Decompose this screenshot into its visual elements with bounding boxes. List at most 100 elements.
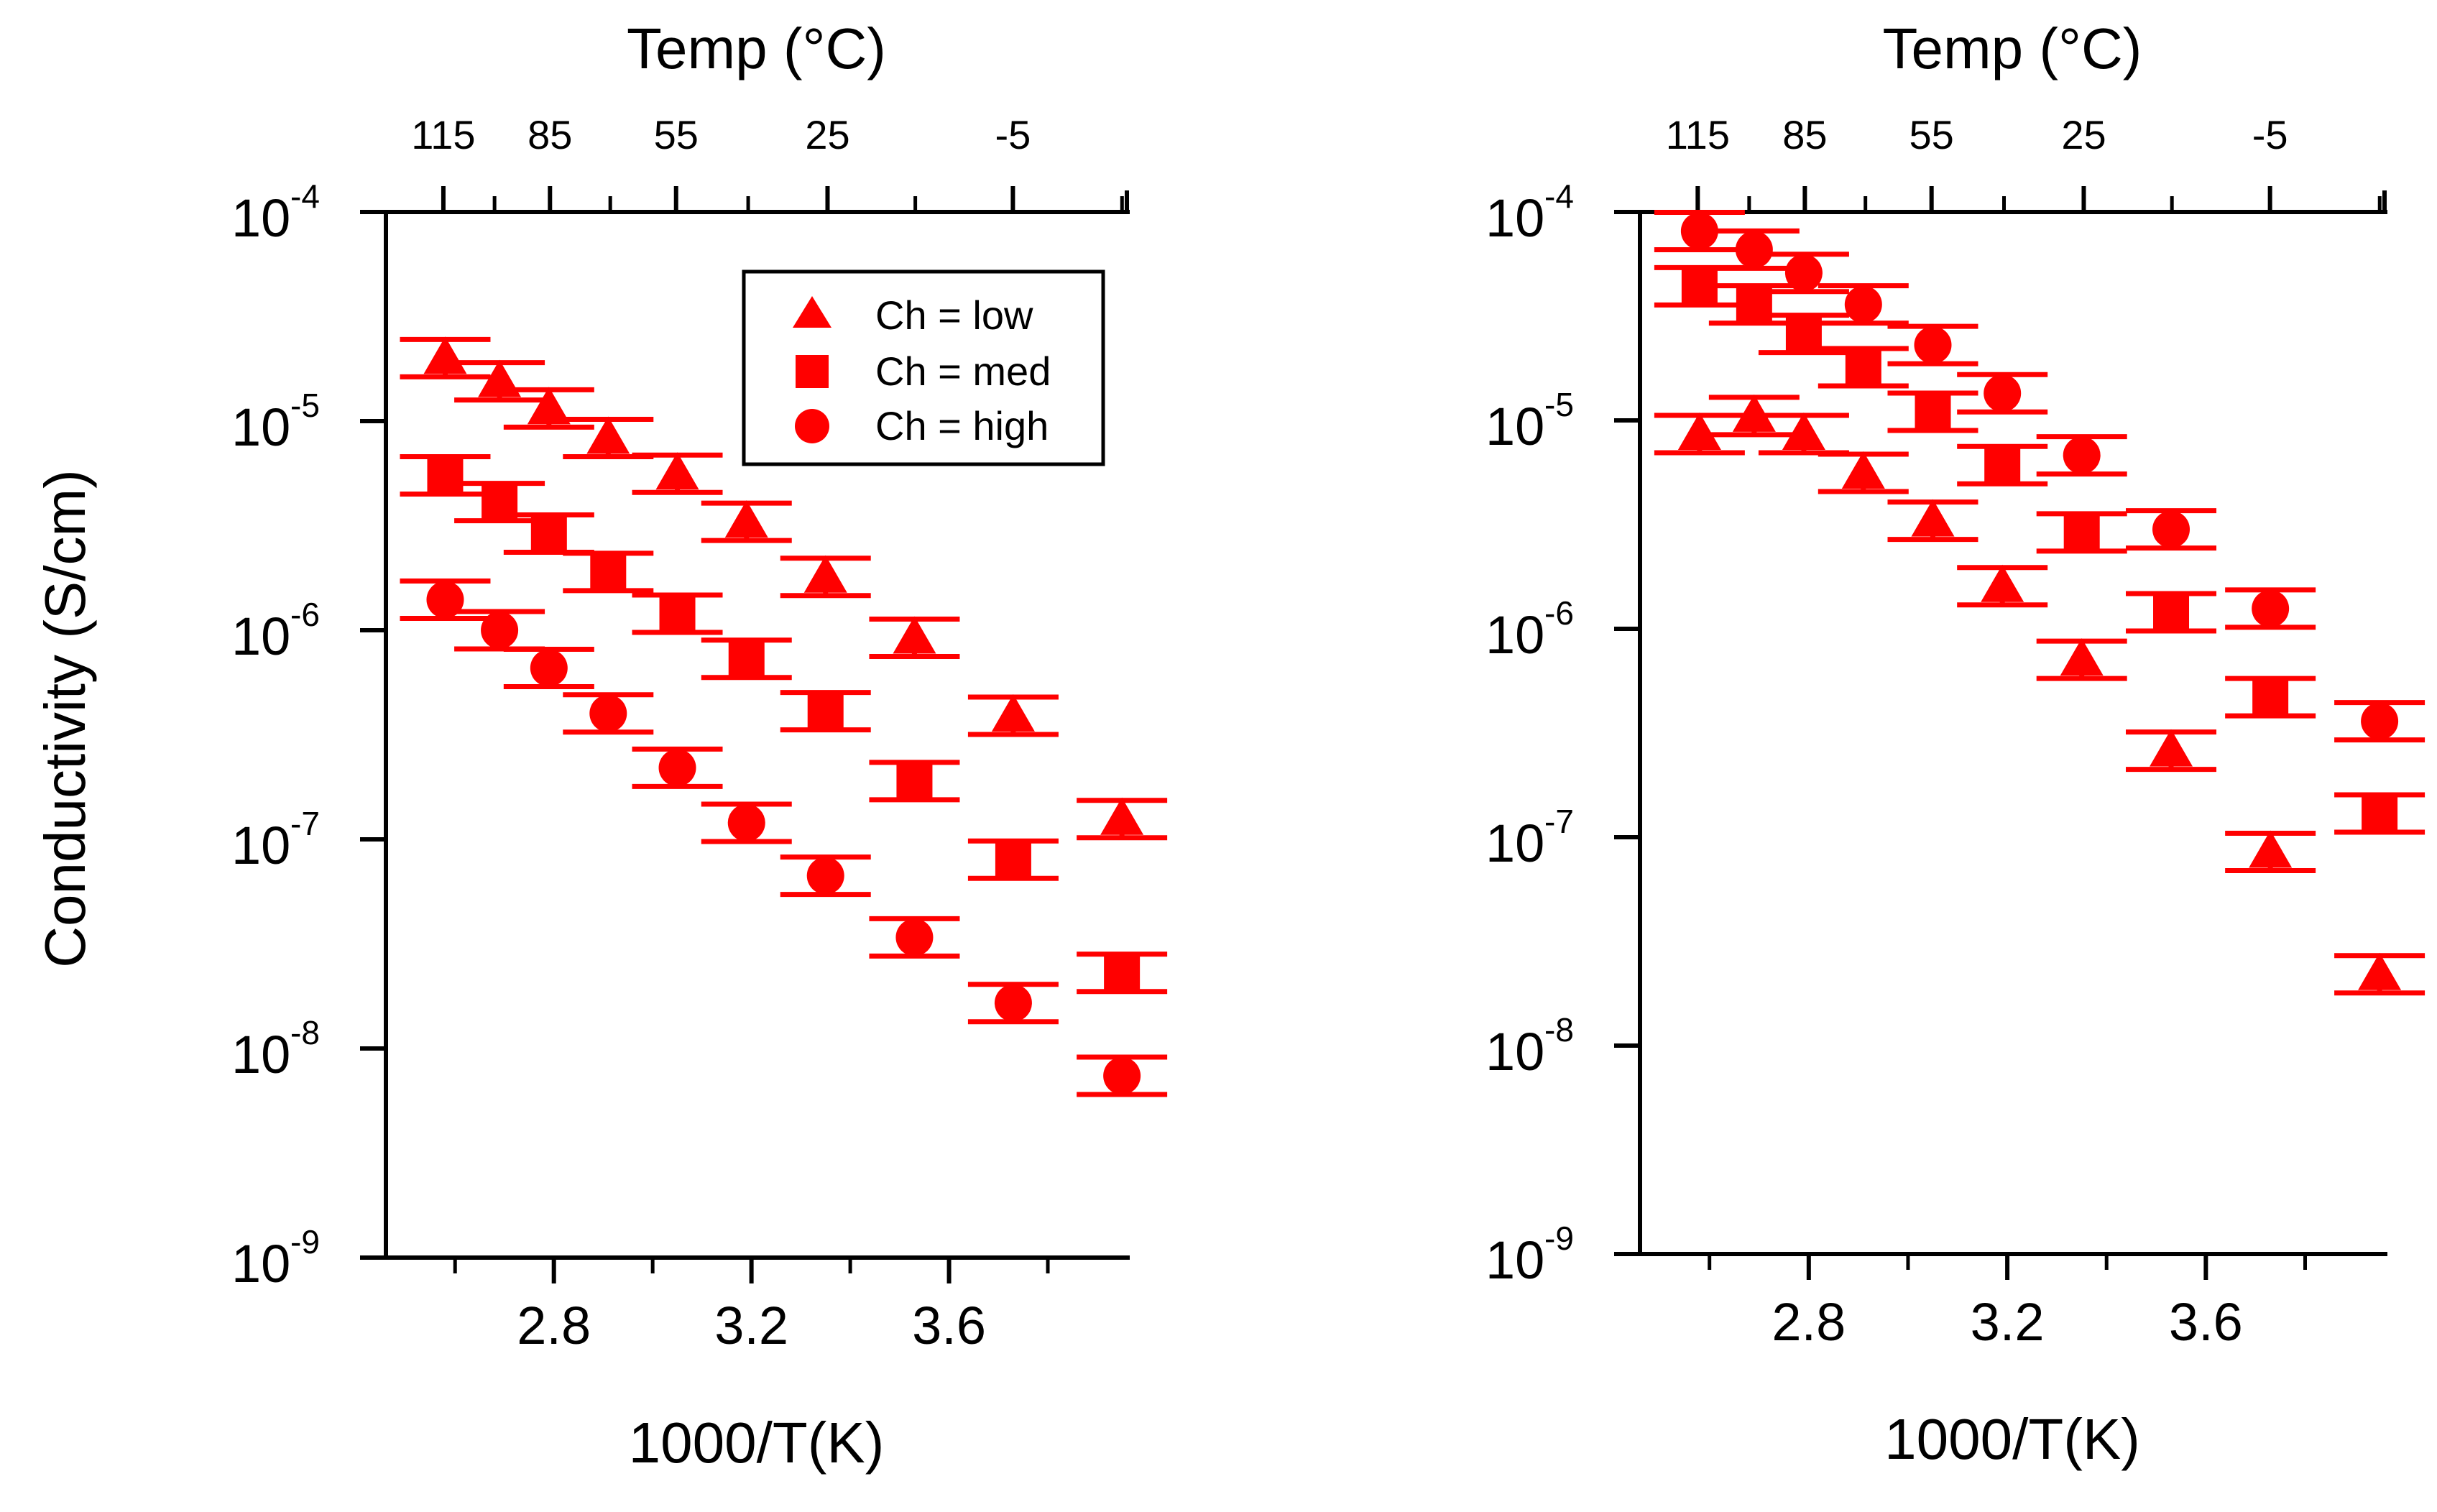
data-point-square	[2252, 679, 2289, 716]
y-tick-label: 10	[1485, 188, 1544, 248]
y-tick-label: 10	[1485, 1230, 1544, 1290]
data-point-circle	[1735, 231, 1773, 269]
y-tick-exponent: -6	[1544, 594, 1574, 632]
y-tick-exponent: -6	[290, 596, 320, 633]
data-point-triangle	[1841, 451, 1885, 489]
top-axis-title: Temp (°C)	[627, 17, 886, 80]
data-point-circle	[727, 803, 765, 842]
y-tick-label: 10	[1485, 813, 1544, 873]
data-point-circle	[1844, 285, 1882, 323]
data-point-circle	[1680, 212, 1718, 250]
data-point-triangle	[2358, 952, 2402, 990]
legend-square-marker	[796, 355, 829, 388]
data-point-triangle	[893, 616, 936, 654]
data-point-circle	[530, 649, 568, 687]
y-tick-label: 10	[231, 607, 290, 666]
y-tick-exponent: -8	[1544, 1011, 1574, 1048]
data-point-circle	[2361, 702, 2399, 740]
data-point-square	[896, 762, 933, 799]
data-point-triangle	[2150, 729, 2193, 767]
data-point-square	[1984, 447, 2021, 484]
x-axis-title: 1000/T(K)	[629, 1411, 885, 1475]
x-tick-label: 3.6	[912, 1296, 986, 1355]
legend-circle-marker	[795, 409, 829, 443]
data-point-circle	[994, 984, 1032, 1022]
data-point-triangle	[1677, 412, 1721, 450]
top-tick-label: 85	[528, 112, 572, 157]
top-tick-label: 85	[1782, 112, 1827, 157]
legend-entry-high: Ch = high	[795, 403, 1049, 448]
data-point-triangle	[1782, 412, 1825, 450]
data-point-triangle	[655, 452, 699, 490]
top-tick-label: 115	[411, 112, 475, 157]
y-tick-exponent: -7	[1544, 803, 1574, 840]
data-point-triangle	[1981, 564, 2024, 602]
data-point-triangle	[2249, 830, 2293, 868]
data-point-triangle	[1100, 797, 1144, 835]
data-point-square	[2362, 795, 2398, 831]
legend-triangle-marker	[793, 296, 831, 328]
x-tick-label: 3.2	[714, 1296, 788, 1355]
legend-label-high: Ch = high	[875, 403, 1049, 448]
x-tick-label: 3.6	[2169, 1292, 2243, 1352]
x-tick-label: 2.8	[1772, 1292, 1846, 1352]
data-point-square	[807, 693, 844, 729]
data-point-circle	[806, 857, 844, 895]
data-point-circle	[589, 694, 627, 732]
y-tick-exponent: -4	[1544, 178, 1574, 215]
top-tick-label: 25	[805, 112, 849, 157]
y-tick-label: 10	[231, 1025, 290, 1084]
y-tick-label: 10	[231, 1234, 290, 1294]
data-point-triangle	[991, 694, 1035, 732]
data-point-square	[1785, 315, 1822, 352]
top-tick-label: 55	[654, 112, 699, 157]
data-point-triangle	[2060, 638, 2104, 676]
data-point-square	[659, 595, 696, 632]
data-point-circle	[481, 612, 519, 649]
y-tick-label: 10	[231, 188, 290, 248]
x-axis-title: 1000/T(K)	[1884, 1407, 2140, 1471]
y-tick-exponent: -9	[290, 1223, 320, 1260]
data-point-triangle	[586, 416, 630, 454]
y-tick-label: 10	[231, 816, 290, 875]
data-point-circle	[1914, 326, 1952, 364]
data-point-triangle	[724, 500, 768, 538]
top-axis-title: Temp (°C)	[1883, 17, 2142, 80]
y-tick-label: 10	[1485, 605, 1544, 665]
top-tick-label: -5	[995, 112, 1031, 157]
y-tick-label: 10	[1485, 1022, 1544, 1082]
y-tick-label: 10	[1485, 397, 1544, 456]
data-point-square	[2063, 514, 2100, 550]
top-tick-label: 115	[1666, 112, 1730, 157]
x-tick-label: 2.8	[517, 1296, 591, 1355]
y-axis-label: Conductivity (S/cm)	[33, 469, 97, 967]
data-point-triangle	[1911, 499, 1955, 537]
data-point-circle	[1984, 374, 2022, 412]
y-tick-exponent: -9	[1544, 1220, 1574, 1257]
data-point-square	[995, 842, 1031, 878]
y-tick-exponent: -8	[290, 1014, 320, 1051]
legend-entry-med: Ch = med	[796, 349, 1051, 394]
legend-label-low: Ch = low	[875, 292, 1033, 338]
data-point-circle	[2252, 589, 2290, 627]
data-point-square	[1104, 954, 1141, 991]
legend-entry-low: Ch = low	[793, 292, 1033, 338]
data-point-circle	[2063, 436, 2101, 474]
legend-label-med: Ch = med	[875, 349, 1051, 394]
y-tick-exponent: -5	[290, 387, 320, 424]
data-point-triangle	[803, 555, 847, 593]
data-point-circle	[426, 581, 464, 619]
data-point-square	[1845, 349, 1881, 385]
top-tick-label: 25	[2061, 112, 2106, 157]
y-tick-exponent: -7	[290, 805, 320, 842]
data-point-square	[590, 553, 627, 590]
data-point-circle	[1103, 1057, 1141, 1095]
data-point-circle	[2152, 510, 2190, 548]
data-point-square	[2153, 594, 2190, 631]
data-point-triangle	[527, 387, 571, 425]
data-point-circle	[1784, 254, 1823, 292]
data-point-square	[728, 640, 765, 677]
